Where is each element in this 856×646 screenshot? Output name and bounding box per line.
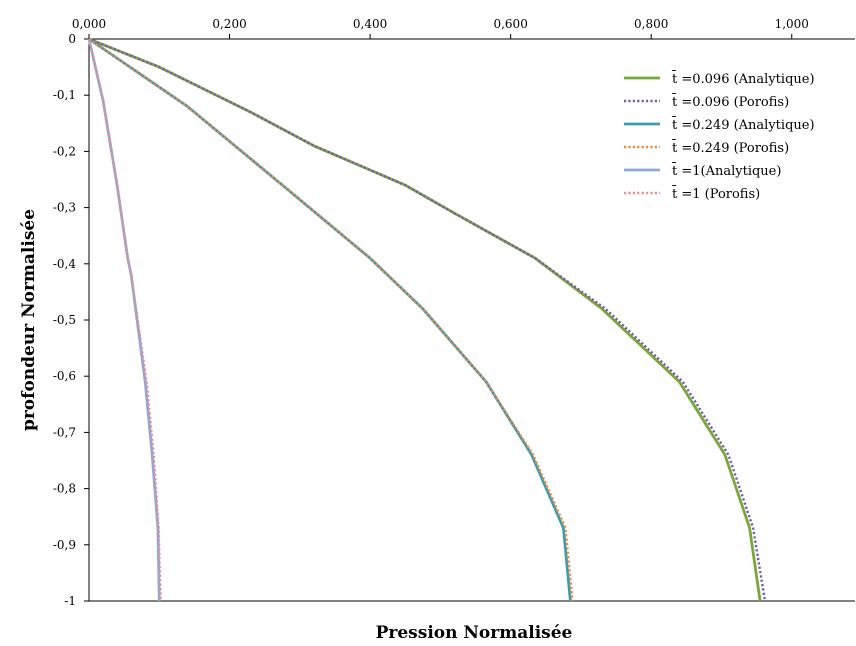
y-tick-label: 0 (68, 32, 76, 46)
axes: 0,000 0,200 0,400 0,600 0,800 1,000 0 -0,1 -0,2 -… (53, 17, 855, 608)
y-tick-label: -0,8 (53, 482, 76, 496)
series-line (87, 38, 162, 602)
legend-label: t̄ =1(Analytique) (671, 162, 781, 179)
series-line (87, 38, 161, 602)
y-tick-label: -0,5 (53, 313, 76, 327)
legend-label: t̄ =0.096 (Porofis) (671, 93, 789, 110)
x-tick-label: 0,400 (353, 17, 387, 31)
x-tick-label: 0,800 (634, 17, 668, 31)
series-line (88, 38, 574, 602)
legend-label: t̄ =0.249 (Analytique) (671, 116, 814, 133)
y-tick-label: -0,3 (53, 201, 76, 215)
x-axis-title: Pression Normalisée (376, 623, 573, 643)
y-tick-label: -1 (64, 594, 76, 608)
x-tick-label: 0,000 (72, 17, 106, 31)
y-axis-title: profondeur Normalisée (19, 209, 39, 431)
x-tick-label: 0,200 (212, 17, 246, 31)
y-tick-label: -0,7 (53, 425, 76, 439)
x-tick-label: 0,600 (493, 17, 527, 31)
series-layer (87, 37, 767, 602)
y-tick-label: -0,4 (53, 257, 77, 271)
legend-label: t̄ =1 (Porofis) (671, 185, 760, 202)
y-tick-label: -0,6 (53, 369, 76, 383)
y-tick-label: -0,2 (53, 144, 76, 158)
x-tick-label: 1,000 (775, 17, 809, 31)
series-line (88, 37, 572, 602)
legend-label: t̄ =0.096 (Analytique) (671, 70, 814, 87)
y-tick-label: -0,1 (53, 88, 76, 102)
series-line (88, 37, 767, 602)
legend: t̄ =0.096 (Analytique) t̄ =0.096 (Porofis… (624, 70, 815, 202)
legend-label: t̄ =0.249 (Porofis) (671, 139, 789, 156)
y-tick-label: -0,9 (53, 538, 76, 552)
